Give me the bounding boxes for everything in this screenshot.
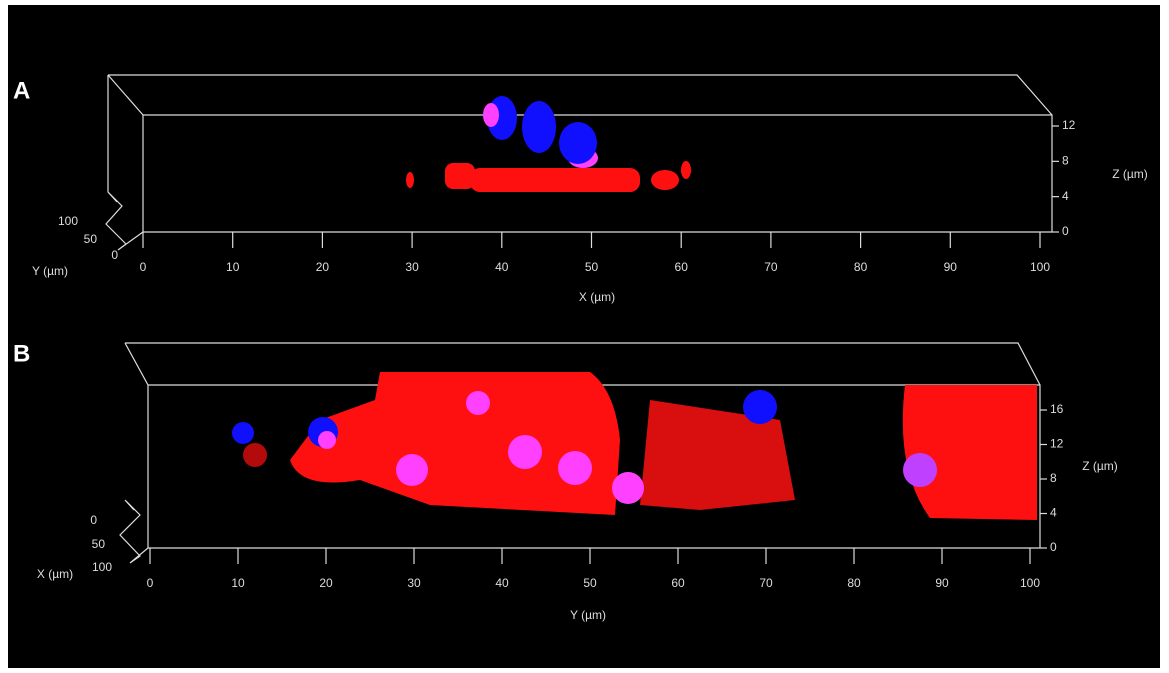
x-tick-label: 30 <box>407 576 421 590</box>
y-tick-label: 50 <box>92 537 106 551</box>
y-tick-label: 100 <box>92 560 112 574</box>
x-tick-label: 100 <box>1020 576 1040 590</box>
y-tick-label: 50 <box>84 232 98 246</box>
y-tick-label: 0 <box>111 248 118 262</box>
x-tick-label: 30 <box>405 260 419 274</box>
z-tick-label: 4 <box>1062 189 1069 203</box>
y-axis-title: Y (µm) <box>32 264 68 278</box>
x-axis-title: Y (µm) <box>570 608 606 622</box>
panel-label: B <box>13 340 30 367</box>
panel-label: A <box>13 77 30 104</box>
z-tick-label: 0 <box>1062 224 1069 238</box>
z-axis-title: Z (µm) <box>1112 167 1148 181</box>
x-tick-label: 20 <box>319 576 333 590</box>
x-tick-label: 100 <box>1030 260 1050 274</box>
x-tick-label: 80 <box>854 260 868 274</box>
x-tick-label: 40 <box>495 576 509 590</box>
x-tick-label: 90 <box>944 260 958 274</box>
y-tick-label: 100 <box>58 214 78 228</box>
panel-b-cells <box>232 372 1037 520</box>
z-axis-title: Z (µm) <box>1082 459 1118 473</box>
x-axis-title: X (µm) <box>579 290 615 304</box>
z-tick-label: 12 <box>1050 437 1064 451</box>
z-tick-label: 0 <box>1050 540 1057 554</box>
x-tick-label: 50 <box>585 260 599 274</box>
x-tick-label: 90 <box>935 576 949 590</box>
x-tick-label: 70 <box>764 260 778 274</box>
x-tick-label: 10 <box>226 260 240 274</box>
z-tick-label: 8 <box>1050 471 1057 485</box>
x-tick-label: 70 <box>759 576 773 590</box>
x-tick-label: 40 <box>495 260 509 274</box>
y-tick-label: 0 <box>90 513 97 527</box>
y-axis-title: X (µm) <box>37 567 73 581</box>
x-tick-label: 0 <box>147 576 154 590</box>
z-tick-label: 4 <box>1050 506 1057 520</box>
background <box>8 5 1160 668</box>
x-tick-label: 80 <box>847 576 861 590</box>
x-tick-label: 0 <box>140 260 147 274</box>
x-tick-label: 50 <box>583 576 597 590</box>
z-tick-label: 16 <box>1050 402 1064 416</box>
x-tick-label: 60 <box>671 576 685 590</box>
z-tick-label: 12 <box>1062 118 1076 132</box>
x-tick-label: 20 <box>316 260 330 274</box>
panel-a-cells <box>406 96 691 192</box>
x-tick-label: 60 <box>675 260 689 274</box>
z-tick-label: 8 <box>1062 154 1069 168</box>
x-tick-label: 10 <box>231 576 245 590</box>
